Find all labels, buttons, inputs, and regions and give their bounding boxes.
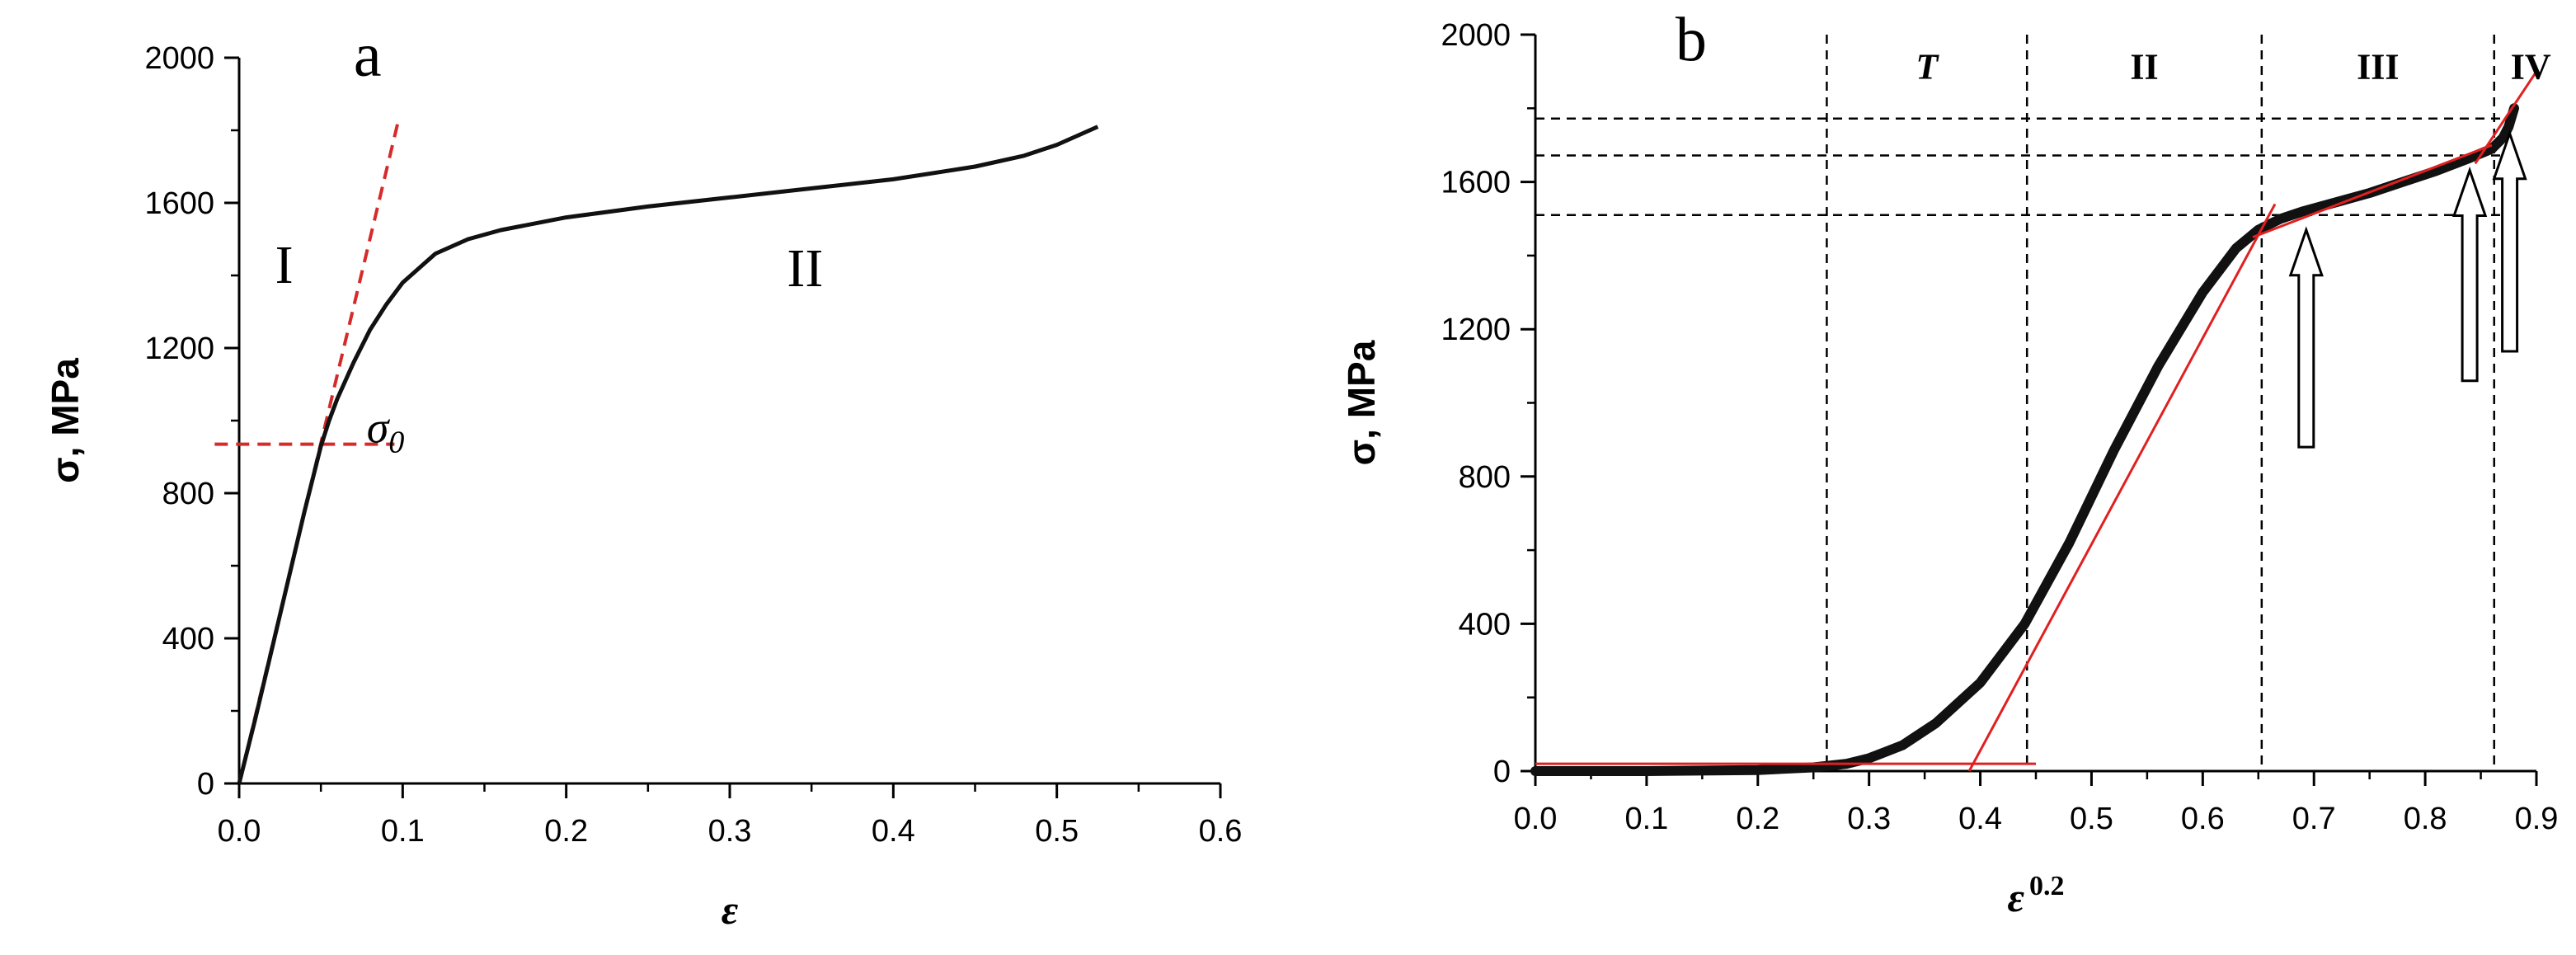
y-axis-title-b: σ, MPa — [1340, 340, 1383, 465]
x-axis-title-b: ε 0.2 — [2007, 871, 2064, 920]
y-tick-label-b: 1600 — [1441, 166, 1511, 200]
panel-b: 0.0 0.1 0.2 0.3 0.4 0.5 0.6 0.7 0.8 0.9 0 400 800 120… — [1340, 5, 2558, 920]
y-tick-label-b: 800 — [1459, 460, 1511, 495]
annotation-I: I — [275, 235, 294, 295]
x-tick-label-a: 0.6 — [1199, 814, 1243, 849]
x-tick-label-a: 0.0 — [218, 814, 261, 849]
y-tick-label-b: 400 — [1459, 607, 1511, 642]
x-tick-label-b: 0.4 — [1958, 802, 2002, 836]
y-tick-label-a: 1200 — [144, 332, 214, 366]
y-tick-label-a: 2000 — [144, 41, 214, 76]
x-tick-label-b: 0.7 — [2292, 802, 2336, 836]
hollow-arrow — [2492, 129, 2527, 353]
x-axis-title-symbol: ε — [2007, 874, 2024, 920]
annotation-sigma0-symbol: σ — [367, 402, 391, 452]
x-tick-label-b: 0.9 — [2515, 802, 2559, 836]
y-tick-label-a: 0 — [197, 767, 214, 802]
stress-strain-curve-b — [1530, 103, 2519, 776]
x-tick-label-b: 0.5 — [2070, 802, 2113, 836]
x-axis-title-symbol: ε — [722, 887, 739, 933]
x-tick-label-b: 0.8 — [2404, 802, 2447, 836]
x-tick-label-b: 0.6 — [2181, 802, 2225, 836]
x-axis-title-superscript: 0.2 — [2029, 871, 2065, 901]
annotation-sigma0: σ0 — [367, 402, 405, 459]
annotation-a: a — [354, 21, 382, 90]
stress-strain-curve-a — [237, 125, 1099, 784]
x-tick-label-b: 0.1 — [1624, 802, 1668, 836]
x-tick-label-a: 0.1 — [381, 814, 425, 849]
y-tick-label-b: 0 — [1493, 755, 1511, 789]
annotation-b: b — [1676, 5, 1707, 74]
hollow-arrow — [2288, 226, 2324, 449]
stage-label-II: II — [2130, 47, 2158, 87]
x-tick-label-b: 0.3 — [1847, 802, 1891, 836]
x-tick-label-b: 0.0 — [1514, 802, 1558, 836]
y-axis-title-a: σ, MPa — [44, 358, 87, 483]
y-tick-label-a: 400 — [162, 622, 214, 656]
fit-line-stage-IV-fit — [2474, 70, 2538, 165]
x-tick-label-b: 0.2 — [1736, 802, 1779, 836]
y-tick-label-a: 800 — [162, 477, 214, 511]
x-tick-label-a: 0.2 — [544, 814, 588, 849]
x-tick-label-a: 0.5 — [1035, 814, 1079, 849]
y-tick-label-b: 2000 — [1441, 18, 1511, 53]
stage-label-IV: IV — [2511, 47, 2551, 87]
fit-line-stage-III-fit — [2252, 143, 2493, 238]
x-tick-label-a: 0.4 — [872, 814, 915, 849]
panel-a: 0.0 0.1 0.2 0.3 0.4 0.5 0.6 0 400 800 1200 1600 2000… — [44, 21, 1242, 933]
y-tick-label-b: 1200 — [1441, 313, 1511, 347]
fit-line-stage-II-tangent — [1967, 203, 2277, 772]
annotation-sigma0-subscript: 0 — [388, 425, 404, 459]
x-axis-title-a: ε — [722, 887, 739, 933]
stage-label-III: III — [2357, 47, 2399, 87]
annotation-II: II — [787, 238, 823, 299]
y-tick-label-a: 1600 — [144, 186, 214, 221]
hollow-arrow — [2451, 166, 2488, 383]
x-tick-label-a: 0.3 — [708, 814, 752, 849]
stage-label-T: T — [1916, 47, 1939, 87]
